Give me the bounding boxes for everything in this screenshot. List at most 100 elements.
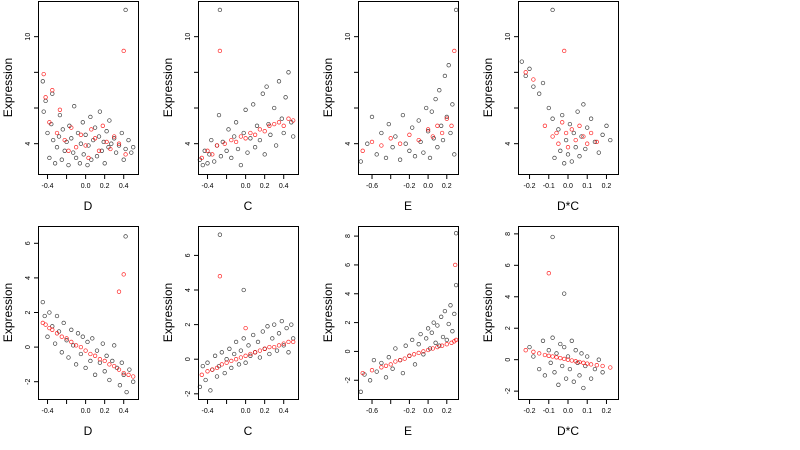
data-point [569,127,574,132]
data-point [102,358,107,364]
data-point [562,356,567,362]
data-point [291,336,296,341]
data-point [439,130,445,136]
data-point [102,161,107,166]
data-point [96,134,102,139]
data-point [386,121,391,127]
data-point [92,353,98,358]
data-point [429,330,434,335]
data-point [433,96,438,102]
data-point [379,130,384,136]
data-point [379,143,384,148]
data-point [66,148,71,153]
y-tick-label: 10 [345,33,352,41]
data-point [286,70,291,75]
data-point [575,109,580,114]
data-point [567,121,573,127]
data-point [585,141,590,146]
data-point [358,389,363,394]
data-point [600,363,605,369]
y-tick-label: -2 [185,391,192,397]
data-point [289,322,294,327]
data-point [425,129,431,134]
x-tick-label: 0.4 [119,408,129,415]
data-point [531,349,536,354]
y-tick-label: 2 [185,323,192,327]
data-point [444,114,449,120]
y-tick-label: 2 [505,326,512,330]
data-point [116,367,122,372]
data-point [283,95,288,100]
data-point [224,360,229,365]
series-2 [523,48,599,150]
data-point [453,262,458,268]
data-point [519,59,524,64]
data-point [217,7,223,13]
data-point [272,105,277,111]
data-point [433,340,438,345]
data-point [272,322,277,327]
data-point [360,370,365,376]
data-point [435,145,440,150]
data-point [388,136,393,141]
y-tick-label: 4 [185,288,192,292]
data-point [435,123,440,128]
data-point [222,141,227,146]
data-point [69,136,74,141]
data-point [439,123,444,128]
data-point [73,145,79,150]
data-point [96,148,102,153]
data-point [550,335,555,340]
data-point [54,145,60,150]
y-tick-label: -2 [505,388,512,394]
data-point [121,370,126,376]
data-point [107,362,112,367]
x-tick-label: 0.0 [241,183,251,190]
x-tick-label: 0.2 [442,183,452,190]
x-tick-label: 0.0 [563,183,573,190]
data-point [573,137,578,143]
x-tick-label: 0.4 [279,183,289,190]
y-tick-label: 0 [25,345,32,349]
data-point [583,146,588,152]
data-point [241,130,246,136]
data-point [531,84,536,89]
data-point [437,88,442,93]
data-point [374,152,379,157]
data-point [88,351,93,357]
data-point [262,129,267,134]
data-point [50,88,55,93]
data-point [54,331,60,336]
data-point [126,372,131,377]
data-point [227,346,232,351]
data-point [281,343,286,348]
data-point [452,311,457,317]
data-point [119,360,124,365]
data-point [113,150,119,155]
data-point [126,137,131,143]
data-point [554,355,559,360]
y-tick-label: -2 [25,378,32,384]
data-point [107,377,112,383]
data-point [218,154,224,159]
data-point [537,91,542,96]
data-point [291,134,296,139]
data-point [393,134,398,139]
data-point [100,123,105,128]
data-point [232,134,237,139]
data-point [119,130,124,136]
data-point [560,363,565,369]
data-point [444,337,449,343]
plot-frame [38,1,139,175]
data-point [214,365,220,371]
data-point [43,98,48,104]
x-tick-label: 0.0 [81,408,91,415]
data-point [207,152,212,157]
data-point [267,123,272,128]
data-point [594,363,599,368]
data-point [235,146,241,152]
data-point [531,77,536,82]
data-point [281,123,286,128]
data-point [94,154,100,159]
data-point [88,114,93,120]
